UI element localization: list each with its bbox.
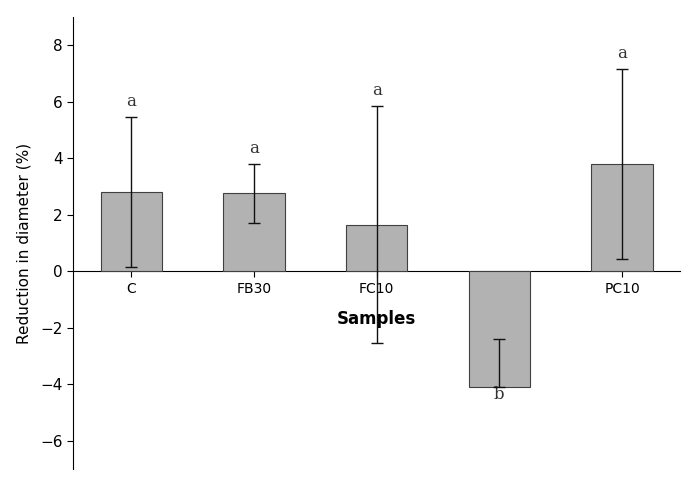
Text: a: a [617,45,627,62]
Bar [468,271,530,387]
Bar [100,192,162,271]
X-axis label: Samples: Samples [337,310,416,328]
Y-axis label: Reduction in diameter (%): Reduction in diameter (%) [17,142,31,344]
Bar [223,193,284,271]
Text: a: a [249,139,259,156]
Text: b: b [494,386,505,403]
Bar [346,225,407,271]
Text: a: a [126,93,136,110]
Text: a: a [372,82,381,99]
Bar [591,164,652,271]
